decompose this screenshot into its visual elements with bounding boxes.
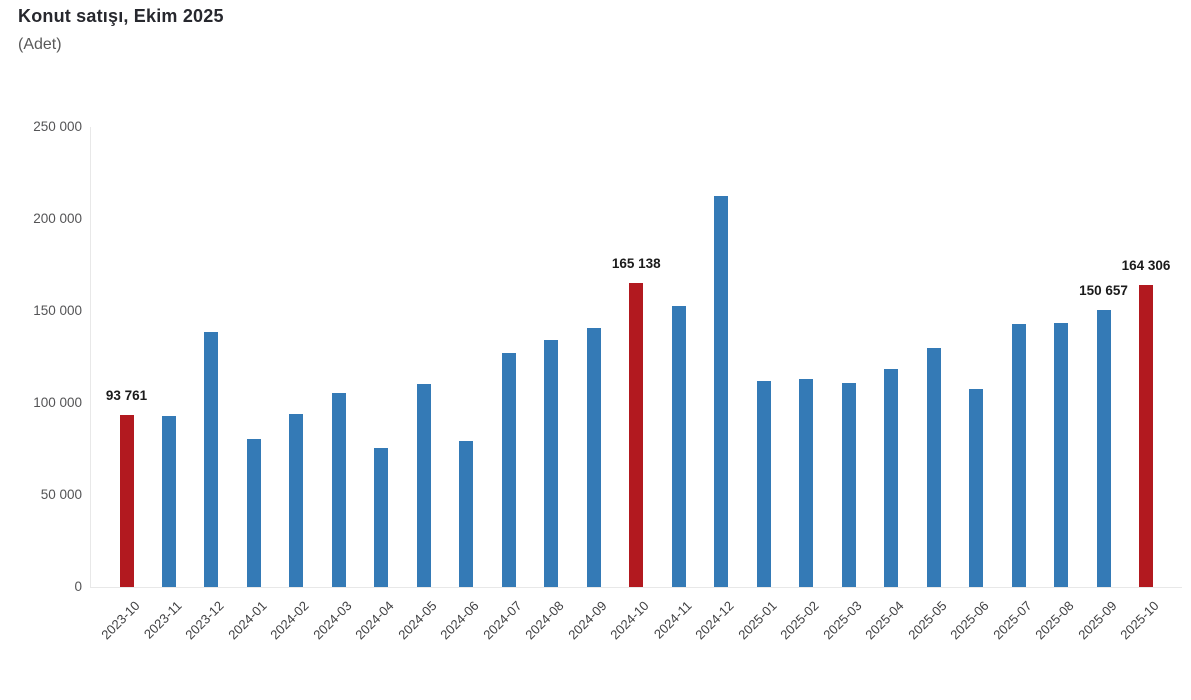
data-label-2024-10: 165 138 (611, 256, 661, 272)
bar-2024-01 (246, 439, 261, 587)
y-tick-label: 250 000 (33, 119, 82, 134)
chart-subtitle: (Adet) (18, 36, 62, 53)
y-tick-label: 100 000 (33, 395, 82, 410)
bar-2024-06 (459, 441, 474, 587)
data-label-2023-10: 93 761 (105, 387, 148, 403)
bar-2025-02 (799, 379, 814, 587)
bar-2025-10 (1139, 284, 1154, 587)
data-label-2025-09: 150 657 (1079, 282, 1128, 298)
y-tick-label: 50 000 (40, 487, 82, 502)
bar-2023-11 (161, 415, 176, 587)
bar-2024-08 (544, 340, 559, 587)
bar-2025-06 (969, 388, 984, 587)
bar-2025-04 (884, 369, 899, 587)
bar-2025-07 (1011, 324, 1026, 587)
bar-2025-09 (1096, 309, 1111, 587)
bar-2025-05 (926, 347, 941, 587)
bar-2025-03 (841, 383, 856, 587)
bar-2024-02 (289, 414, 304, 587)
data-label-2025-10: 164 306 (1121, 257, 1171, 273)
bar-2025-08 (1054, 323, 1069, 587)
bar-2025-01 (756, 380, 771, 587)
bar-2024-11 (671, 305, 686, 587)
bar-2024-04 (374, 448, 389, 587)
bar-2024-07 (501, 353, 516, 587)
bar-2023-12 (204, 332, 219, 587)
y-axis: 0 50 000 100 000 150 000 200 000 250 000 (0, 119, 82, 594)
bar-2024-03 (331, 392, 346, 587)
bar-2023-10 (119, 414, 134, 587)
bar-2024-12 (714, 195, 729, 587)
plot-area: 93 761 165 138 150 657 164 306 (90, 127, 1182, 588)
y-tick-label: 150 000 (33, 303, 82, 318)
bar-2024-10 (629, 283, 644, 587)
chart-title: Konut satışı, Ekim 2025 (18, 6, 224, 26)
x-axis: 2023-10 2023-11 2023-12 2024-01 2024-02 2024-… (90, 587, 1181, 700)
bar-2024-09 (586, 327, 601, 587)
y-tick-label: 200 000 (33, 211, 82, 226)
y-tick-label: 0 (74, 579, 82, 594)
bar-2024-05 (416, 383, 431, 587)
